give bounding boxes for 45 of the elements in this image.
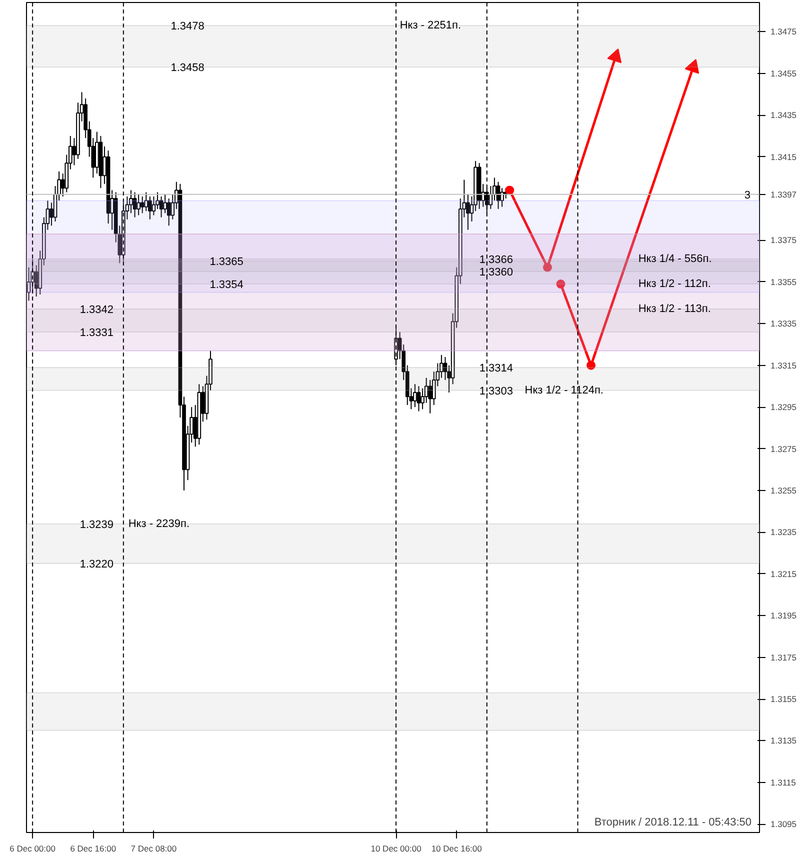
y-tick-label: 1.3435 [770, 110, 797, 120]
y-tick-label: 1.3415 [770, 152, 797, 162]
y-tick-label: 1.3397 [770, 189, 797, 200]
annotation: 1.3239 [80, 518, 114, 531]
y-tick-label: 1.3455 [770, 68, 797, 78]
annotation: 1.3458 [170, 62, 204, 74]
y-tick-label: 1.3315 [770, 360, 797, 370]
annotation: Вторник / 2018.12.11 - 05:43:50 [594, 816, 752, 828]
y-tick-label: 1.3375 [770, 235, 797, 246]
x-tick-label: 6 Dec 16:00 [70, 844, 116, 854]
y-tick-label: 1.3235 [770, 527, 797, 538]
y-tick-label: 1.3195 [770, 610, 797, 621]
annotation: Нкз 1/2 - 1124п. [524, 384, 604, 396]
annotation: 1.3220 [80, 558, 114, 570]
x-tick-label: 6 Dec 00:00 [10, 844, 56, 854]
y-tick-label: 1.3275 [770, 444, 797, 454]
y-tick-label: 1.3255 [770, 485, 797, 496]
y-tick-label: 1.3175 [770, 652, 797, 662]
y-tick-label: 1.3135 [770, 736, 797, 746]
annotation: 3 [744, 189, 750, 202]
annotation: 1.3360 [479, 266, 513, 279]
y-tick-label: 1.3095 [770, 819, 797, 830]
annotation: 1.3366 [479, 254, 513, 266]
annotation: Нкз - 2251п. [400, 19, 462, 32]
x-tick-label: 10 Dec 16:00 [431, 844, 482, 854]
y-tick-label: 1.3335 [770, 318, 797, 329]
annotation: 1.3314 [479, 362, 513, 374]
annotation: 1.3354 [210, 279, 244, 292]
y-tick-label: 1.3115 [770, 777, 796, 788]
y-tick-label: 1.3475 [770, 26, 797, 37]
x-tick-label: 7 Dec 08:00 [130, 844, 177, 854]
y-tick-label: 1.3355 [770, 276, 797, 287]
y-tick-label: 1.3155 [770, 694, 797, 704]
annotation: 1.3478 [170, 20, 204, 32]
annotation: 1.3303 [479, 385, 513, 398]
annotation: 1.3365 [210, 256, 244, 268]
annotation: Нкз 1/2 - 112п. [638, 278, 711, 290]
annotation: Нкз 1/2 - 113п. [638, 303, 711, 316]
annotation: Нкз - 2239п. [128, 518, 190, 530]
annotation: Нкз 1/4 - 556п. [638, 253, 712, 266]
x-tick-label: 10 Dec 00:00 [370, 844, 422, 854]
y-tick-label: 1.3295 [770, 402, 797, 412]
annotation: 1.3331 [80, 326, 114, 339]
y-tick-label: 1.3215 [770, 568, 797, 579]
annotation: 1.3342 [80, 304, 114, 316]
